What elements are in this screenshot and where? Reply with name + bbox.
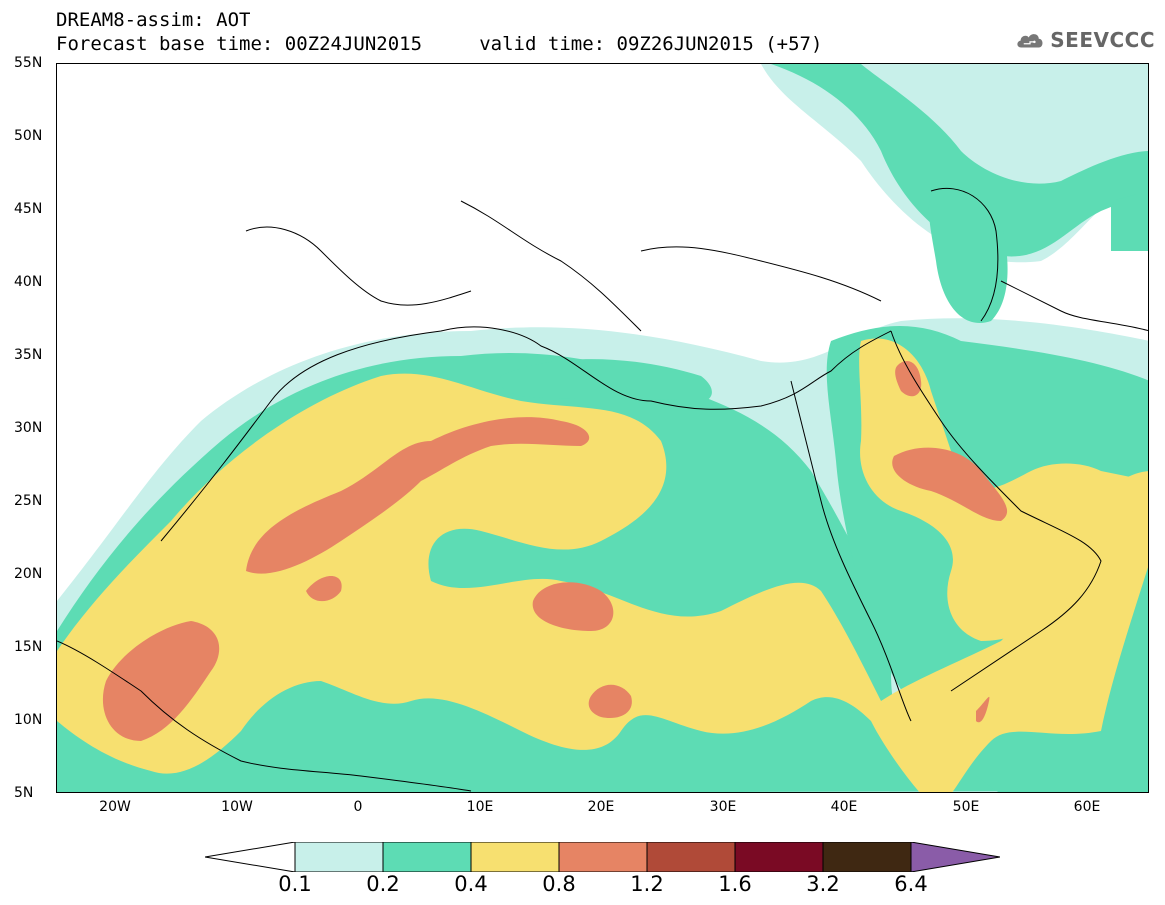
aot-map xyxy=(56,63,1149,793)
colorbar-label-1-6: 1.6 xyxy=(718,872,752,896)
colorbar-label-0-2: 0.2 xyxy=(366,872,400,896)
colorbar-bin-0-1 xyxy=(294,842,384,872)
map-title: DREAM8-assim: AOT xyxy=(56,9,251,31)
lon-label-60e: 60E xyxy=(1073,799,1101,815)
lon-label-20e: 20E xyxy=(587,799,615,815)
lat-label-5n: 5N xyxy=(14,785,34,801)
colorbar-label-6-4: 6.4 xyxy=(894,872,928,896)
aot-colorbar xyxy=(205,842,1000,872)
seevccc-logo: SEEVCCC xyxy=(1015,20,1155,60)
lat-label-30n: 30N xyxy=(14,420,43,436)
colorbar-bin-0-2 xyxy=(382,842,472,872)
colorbar-label-0-8: 0.8 xyxy=(542,872,576,896)
coastlines xyxy=(57,187,1148,792)
lat-label-50n: 50N xyxy=(14,128,43,144)
lat-label-40n: 40N xyxy=(14,274,43,290)
colorbar-bin-3-2 xyxy=(822,842,912,872)
colorbar-low-arrow xyxy=(205,842,296,872)
lon-label-10e: 10E xyxy=(466,799,494,815)
lon-label-0: 0 xyxy=(353,799,363,815)
logo-text: SEEVCCC xyxy=(1050,28,1155,52)
forecast-time-subtitle: Forecast base time: 00Z24JUN2015 valid t… xyxy=(56,33,823,55)
lat-label-55n: 55N xyxy=(14,55,43,71)
colorbar-label-3-2: 3.2 xyxy=(806,872,840,896)
lon-label-40e: 40E xyxy=(830,799,858,815)
lon-label-50e: 50E xyxy=(952,799,980,815)
lat-label-15n: 15N xyxy=(14,639,43,655)
colorbar-bin-1-6 xyxy=(734,842,824,872)
colorbar-bin-0-8 xyxy=(558,842,648,872)
lon-label-10w: 10W xyxy=(221,799,253,815)
aot-map-canvas xyxy=(57,64,1148,792)
lon-label-20w: 20W xyxy=(99,799,131,815)
lat-label-25n: 25N xyxy=(14,493,43,509)
lat-label-10n: 10N xyxy=(14,712,43,728)
colorbar-label-0-4: 0.4 xyxy=(454,872,488,896)
lat-label-45n: 45N xyxy=(14,201,43,217)
cloud-logo-icon xyxy=(1017,34,1043,48)
aot-layer-0-8 xyxy=(102,361,1008,741)
colorbar-high-arrow xyxy=(910,842,1000,872)
colorbar-bin-1-2 xyxy=(646,842,736,872)
lon-label-30e: 30E xyxy=(709,799,737,815)
colorbar-bin-0-4 xyxy=(470,842,560,872)
colorbar-label-0-1: 0.1 xyxy=(278,872,312,896)
lat-label-20n: 20N xyxy=(14,566,43,582)
lat-label-35n: 35N xyxy=(14,347,43,363)
colorbar-label-1-2: 1.2 xyxy=(630,872,664,896)
aot-layer-0-4 xyxy=(57,338,1148,792)
